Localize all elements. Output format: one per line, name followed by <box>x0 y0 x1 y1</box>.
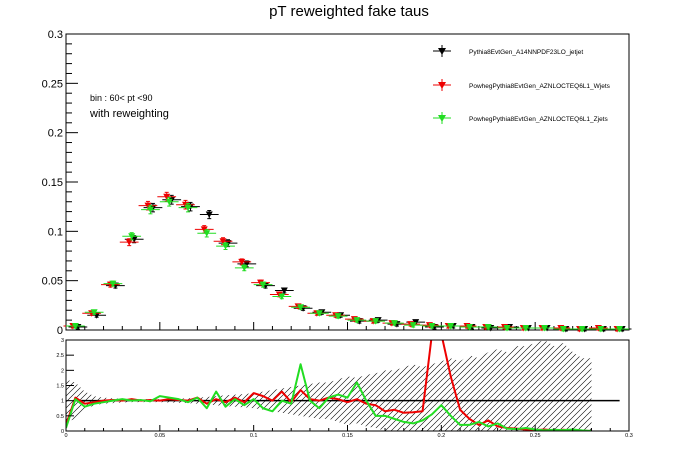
data-point <box>232 258 252 266</box>
top-panel: 00.050.10.150.20.250.3 bin : 60< pt <90 … <box>42 29 632 337</box>
data-point <box>213 237 233 246</box>
data-point <box>66 323 85 330</box>
data-point <box>272 293 292 300</box>
data-point <box>216 242 235 251</box>
ratio-x-tick-label: 0.15 <box>342 433 353 439</box>
data-point <box>119 238 139 247</box>
data-point <box>403 322 423 329</box>
data-point <box>197 229 217 238</box>
ratio-y-tick-label: 2.5 <box>56 353 64 359</box>
data-point <box>122 232 142 241</box>
top-frame <box>65 33 630 331</box>
ratio-y-tick-label: 1 <box>61 399 64 405</box>
data-point <box>441 323 461 330</box>
ratio-y-axis: 0 0.5 1 1.5 2 2.5 3 <box>56 338 74 435</box>
ratio-y-tick-label: 0 <box>61 429 64 435</box>
data-point <box>610 326 629 333</box>
ratio-x-tick-label: 0.2 <box>438 433 446 439</box>
legend-entry: PowhegPythia8EvtGen_AZNLOCTEQ6L1_Zjets <box>433 112 608 124</box>
data-point <box>101 281 120 289</box>
data-point <box>199 209 219 220</box>
data-point <box>237 260 257 268</box>
ratio-y-tick-label: 2 <box>61 368 64 374</box>
ratio-x-axis: 0 0.05 0.1 0.15 0.2 0.25 0.3 <box>64 425 633 439</box>
ratio-line <box>66 363 592 431</box>
ratio-x-tick-label: 0.1 <box>250 433 258 439</box>
legend-label: PowhegPythia8EvtGen_AZNLOCTEQ6L1_Wjets <box>469 83 611 90</box>
data-point <box>385 320 404 327</box>
data-point <box>253 281 273 289</box>
data-point <box>84 309 104 316</box>
data-point <box>103 280 123 288</box>
data-point <box>347 317 367 324</box>
ratio-y-tick-label: 3 <box>61 338 64 344</box>
data-point <box>178 202 198 213</box>
legend-label: PowhegPythia8EvtGen_AZNLOCTEQ6L1_Zjets <box>469 116 608 123</box>
data-point <box>516 325 536 332</box>
legend-marker <box>438 115 446 122</box>
data-point <box>291 304 310 311</box>
ratio-panel: 0 0.5 1 1.5 2 2.5 3 0 0.05 0.1 0.15 0.2 0.25 0.3 <box>56 338 633 439</box>
data-point <box>157 191 177 202</box>
data-point <box>159 196 179 207</box>
data-point <box>478 324 498 331</box>
top-y-tick-label: 0.25 <box>42 78 63 90</box>
top-y-tick-label: 0 <box>57 325 63 337</box>
data-point <box>422 323 442 330</box>
ratio-x-tick-label: 0.3 <box>625 433 633 439</box>
top-y-axis: 0 0.05 0.1 0.15 0.2 0.25 0.3 <box>42 29 630 337</box>
data-point <box>141 204 160 215</box>
ratio-lines <box>66 340 592 431</box>
legend-entry: Pythia8EvtGen_A14NNPDF23LO_jetjet <box>433 45 583 57</box>
top-data-points <box>63 191 632 333</box>
legend: Pythia8EvtGen_A14NNPDF23LO_jetjet PowhegP… <box>433 45 611 124</box>
data-point <box>497 325 517 332</box>
ratio-y-tick-label: 1.5 <box>56 384 64 390</box>
data-point <box>572 326 592 333</box>
ratio-x-tick-label: 0.25 <box>530 433 541 439</box>
top-y-tick-label: 0.05 <box>42 276 63 288</box>
legend-label: Pythia8EvtGen_A14NNPDF23LO_jetjet <box>469 49 583 56</box>
data-point <box>591 326 611 333</box>
data-point <box>553 326 573 333</box>
legend-entry: PowhegPythia8EvtGen_AZNLOCTEQ6L1_Wjets <box>433 79 611 91</box>
data-point <box>535 325 554 332</box>
data-point <box>138 200 158 211</box>
data-point <box>234 264 254 272</box>
ratio-x-tick-label: 0 <box>64 433 67 439</box>
data-point <box>309 310 329 317</box>
main-title: pT reweighted fake taus <box>269 3 429 20</box>
top-y-tick-label: 0.1 <box>48 226 63 238</box>
data-point <box>256 282 275 290</box>
data-point <box>328 313 348 320</box>
legend-marker <box>438 82 446 89</box>
data-point <box>460 324 479 331</box>
data-point <box>274 287 294 295</box>
ratio-x-tick-label: 0.05 <box>154 433 165 439</box>
top-y-tick-label: 0.3 <box>48 29 63 41</box>
ratio-y-tick-label: 0.5 <box>56 414 64 420</box>
data-point <box>366 318 386 325</box>
top-y-tick-label: 0.15 <box>42 177 63 189</box>
legend-marker <box>438 48 446 55</box>
bin-annotation: bin : 60< pt <90 <box>90 93 153 103</box>
uncertainty-band <box>66 340 592 431</box>
top-y-tick-label: 0.2 <box>48 128 63 140</box>
reweighting-annotation: with reweighting <box>89 108 169 120</box>
